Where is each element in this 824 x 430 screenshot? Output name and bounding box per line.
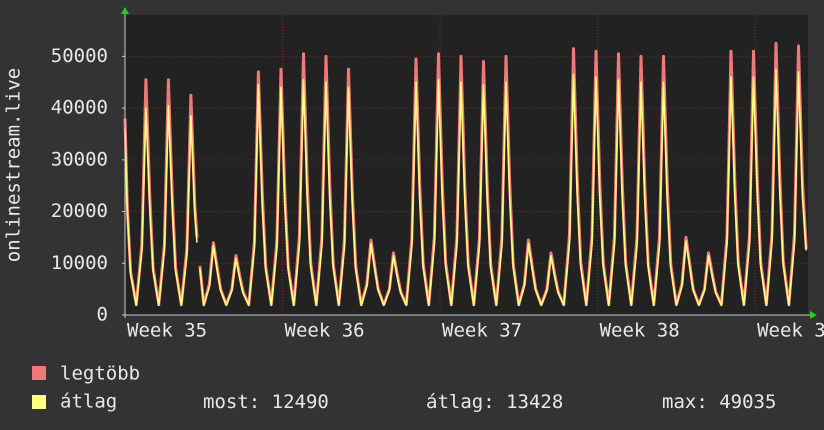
legend-label: legtöbb bbox=[60, 363, 140, 385]
legend-swatch bbox=[32, 366, 46, 380]
y-tick-label: 40000 bbox=[51, 97, 108, 119]
x-tick-label: Week 36 bbox=[285, 320, 365, 342]
y-axis-label: onlinestream.live bbox=[3, 68, 25, 262]
y-tick-label: 0 bbox=[97, 304, 108, 326]
stat: max: 49035 bbox=[662, 391, 776, 413]
legend-swatch bbox=[32, 395, 46, 409]
x-tick-label: Week 39 bbox=[757, 320, 824, 342]
stat-label: átlag: bbox=[426, 391, 495, 413]
series-line bbox=[124, 68, 807, 306]
y-tick-label: 50000 bbox=[51, 45, 108, 67]
legend-label: átlag bbox=[60, 391, 117, 413]
stat-label: most: bbox=[203, 391, 260, 413]
y-tick-label: 20000 bbox=[51, 200, 108, 222]
stat-value: 49035 bbox=[719, 391, 776, 413]
y-axis-arrow bbox=[121, 7, 129, 14]
stat-value: 12490 bbox=[272, 391, 329, 413]
x-tick-label: Week 38 bbox=[600, 320, 680, 342]
x-axis-arrow bbox=[810, 311, 817, 319]
x-tick-label: Week 37 bbox=[442, 320, 522, 342]
x-tick-label: Week 35 bbox=[127, 320, 207, 342]
stat-label: max: bbox=[662, 391, 708, 413]
stat: most: 12490 bbox=[203, 391, 329, 413]
y-tick-label: 30000 bbox=[51, 148, 108, 170]
y-tick-label: 10000 bbox=[51, 252, 108, 274]
stat-value: 13428 bbox=[506, 391, 563, 413]
stat: átlag: 13428 bbox=[426, 391, 563, 413]
